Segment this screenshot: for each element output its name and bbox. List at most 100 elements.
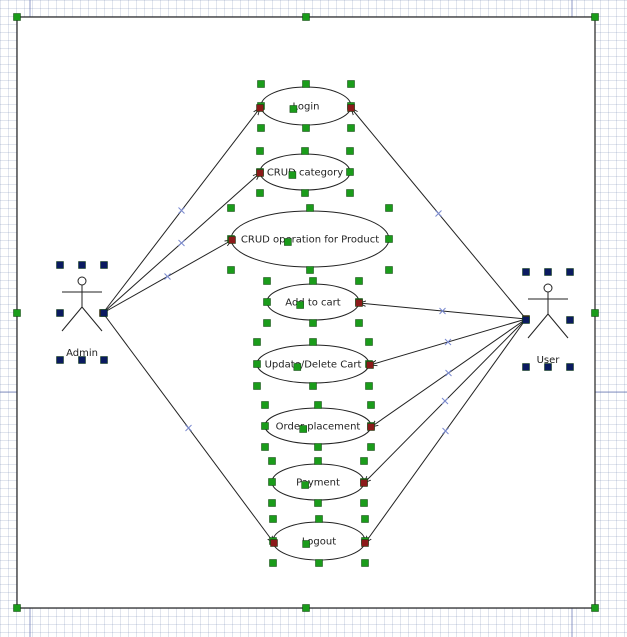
use-case-crud-category[interactable]: CRUD category — [259, 153, 351, 191]
connection-point-handle[interactable] — [360, 479, 368, 487]
actor-resize-handle[interactable] — [566, 363, 574, 371]
use-case-payment[interactable]: Payment — [271, 463, 365, 501]
actor-resize-handle[interactable] — [566, 316, 574, 324]
boundary-resize-handle[interactable] — [591, 13, 599, 21]
resize-handle[interactable] — [346, 168, 354, 176]
resize-handle[interactable] — [306, 266, 314, 274]
resize-handle[interactable] — [269, 515, 277, 523]
use-case-crud-product[interactable]: CRUD operation for Product — [230, 210, 390, 268]
resize-handle[interactable] — [314, 443, 322, 451]
actor-resize-handle[interactable] — [78, 261, 86, 269]
actor-resize-handle[interactable] — [100, 356, 108, 364]
boundary-resize-handle[interactable] — [13, 309, 21, 317]
actor-admin[interactable]: Admin — [61, 276, 103, 359]
actor-resize-handle[interactable] — [522, 363, 530, 371]
resize-handle[interactable] — [315, 515, 323, 523]
association-admin-crud_product[interactable] — [102, 240, 232, 314]
resize-handle[interactable] — [268, 457, 276, 465]
center-handle[interactable] — [302, 540, 310, 548]
boundary-resize-handle[interactable] — [13, 604, 21, 612]
resize-handle[interactable] — [309, 338, 317, 346]
connection-point-handle[interactable] — [256, 169, 264, 177]
resize-handle[interactable] — [257, 124, 265, 132]
resize-handle[interactable] — [263, 319, 271, 327]
resize-handle[interactable] — [253, 382, 261, 390]
resize-handle[interactable] — [309, 277, 317, 285]
actor-resize-handle[interactable] — [566, 268, 574, 276]
resize-handle[interactable] — [269, 559, 277, 567]
resize-handle[interactable] — [361, 559, 369, 567]
resize-handle[interactable] — [302, 80, 310, 88]
resize-handle[interactable] — [355, 319, 363, 327]
center-handle[interactable] — [289, 105, 298, 113]
resize-handle[interactable] — [261, 443, 269, 451]
resize-handle[interactable] — [361, 515, 369, 523]
resize-handle[interactable] — [301, 189, 309, 197]
resize-handle[interactable] — [314, 457, 322, 465]
resize-handle[interactable] — [309, 319, 317, 327]
association-user-update_cart[interactable] — [370, 318, 527, 365]
resize-handle[interactable] — [256, 189, 264, 197]
association-user-login[interactable] — [351, 108, 527, 320]
resize-handle[interactable] — [365, 338, 373, 346]
connection-point-handle[interactable] — [347, 104, 355, 112]
actor-resize-handle[interactable] — [522, 316, 530, 324]
resize-handle[interactable] — [347, 124, 355, 132]
actor-resize-handle[interactable] — [100, 261, 108, 269]
resize-handle[interactable] — [261, 422, 269, 430]
resize-handle[interactable] — [314, 401, 322, 409]
association-admin-logout[interactable] — [102, 312, 274, 543]
use-case-login[interactable]: Login — [260, 86, 352, 126]
boundary-resize-handle[interactable] — [591, 604, 599, 612]
resize-handle[interactable] — [360, 457, 368, 465]
actor-resize-handle[interactable] — [100, 309, 108, 317]
resize-handle[interactable] — [227, 266, 235, 274]
use-case-order[interactable]: Order placement — [264, 407, 372, 445]
resize-handle[interactable] — [385, 266, 393, 274]
resize-handle[interactable] — [346, 147, 354, 155]
resize-handle[interactable] — [385, 204, 393, 212]
resize-handle[interactable] — [385, 235, 393, 243]
boundary-resize-handle[interactable] — [302, 604, 310, 612]
center-handle[interactable] — [293, 363, 302, 371]
resize-handle[interactable] — [315, 559, 323, 567]
association-user-payment[interactable] — [364, 318, 527, 483]
connection-point-handle[interactable] — [367, 423, 375, 431]
resize-handle[interactable] — [365, 382, 373, 390]
resize-handle[interactable] — [256, 147, 264, 155]
resize-handle[interactable] — [268, 478, 276, 486]
connection-point-handle[interactable] — [355, 299, 363, 307]
resize-handle[interactable] — [253, 338, 261, 346]
connection-point-handle[interactable] — [270, 539, 278, 547]
association-user-order[interactable] — [371, 318, 527, 427]
resize-handle[interactable] — [309, 382, 317, 390]
resize-handle[interactable] — [347, 80, 355, 88]
association-user-logout[interactable] — [365, 318, 527, 543]
actor-resize-handle[interactable] — [78, 356, 86, 364]
resize-handle[interactable] — [261, 401, 269, 409]
center-handle[interactable] — [284, 238, 292, 246]
resize-handle[interactable] — [314, 499, 322, 507]
connection-point-handle[interactable] — [361, 539, 369, 547]
resize-handle[interactable] — [367, 443, 375, 451]
connection-point-handle[interactable] — [228, 236, 236, 244]
boundary-resize-handle[interactable] — [591, 309, 599, 317]
actor-resize-handle[interactable] — [56, 261, 64, 269]
actor-resize-handle[interactable] — [56, 309, 64, 317]
resize-handle[interactable] — [346, 189, 354, 197]
boundary-resize-handle[interactable] — [302, 13, 310, 21]
resize-handle[interactable] — [355, 277, 363, 285]
resize-handle[interactable] — [263, 277, 271, 285]
connection-point-handle[interactable] — [366, 361, 374, 369]
actor-resize-handle[interactable] — [522, 268, 530, 276]
resize-handle[interactable] — [367, 401, 375, 409]
association-admin-login[interactable] — [102, 108, 260, 314]
use-case-add-cart[interactable]: Add to cart — [266, 283, 360, 321]
resize-handle[interactable] — [268, 499, 276, 507]
resize-handle[interactable] — [302, 124, 310, 132]
resize-handle[interactable] — [301, 147, 309, 155]
connection-point-handle[interactable] — [256, 104, 264, 112]
use-case-logout[interactable]: Logout — [272, 521, 366, 561]
actor-user[interactable]: User — [527, 283, 569, 366]
